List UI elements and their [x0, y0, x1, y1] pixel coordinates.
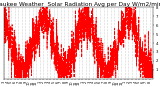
Title: Milwaukee Weather  Solar Radiation Avg per Day W/m2/minute: Milwaukee Weather Solar Radiation Avg pe… — [0, 2, 160, 7]
